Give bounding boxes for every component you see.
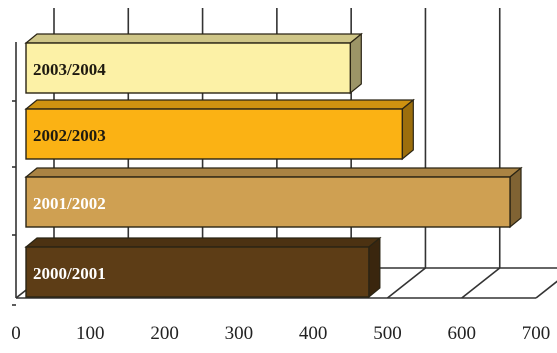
bar-front-face [25,176,511,228]
bar-label: 2002/2003 [33,126,106,145]
bar-label: 2003/2004 [33,60,106,79]
x-tick-label-200: 200 [150,323,179,344]
bar-front-face [25,108,404,160]
bar-side-face [349,32,362,95]
x-tick-label-600: 600 [447,323,476,344]
x-tick-label-300: 300 [225,323,254,344]
bar-top-face [24,237,382,248]
x-tick-label-100: 100 [76,323,105,344]
bar-label: 2000/2001 [33,264,106,283]
bars: 2003/2004 2002/2003 2001/2002 2000/2001 [24,32,523,299]
bar-side-face [368,236,381,299]
bar-front-face [25,42,352,94]
bar-2001-2002: 2001/2002 [24,166,523,229]
x-tick-labels: 0 100 200 300 400 500 600 700 [11,323,550,344]
bar-2003-2004: 2003/2004 [24,32,363,95]
bar-front-face [25,246,370,298]
bar-side-face [401,98,414,161]
grid-line-floor-500 [386,267,426,299]
x-tick-label-400: 400 [299,323,328,344]
grid-line-floor-600 [461,267,501,299]
bar-2000-2001: 2000/2001 [24,236,382,299]
x-tick-label-0: 0 [11,323,21,344]
bar-2002-2003: 2002/2003 [24,98,415,161]
bar-top-face [24,99,415,110]
bar-label: 2001/2002 [33,194,106,213]
x-tick-label-700: 700 [522,323,551,344]
bar-top-face [24,33,363,44]
grid-line-floor-700 [535,280,557,299]
bar-side-face [509,166,522,229]
bar-top-face [24,167,523,178]
x-tick-label-500: 500 [373,323,402,344]
